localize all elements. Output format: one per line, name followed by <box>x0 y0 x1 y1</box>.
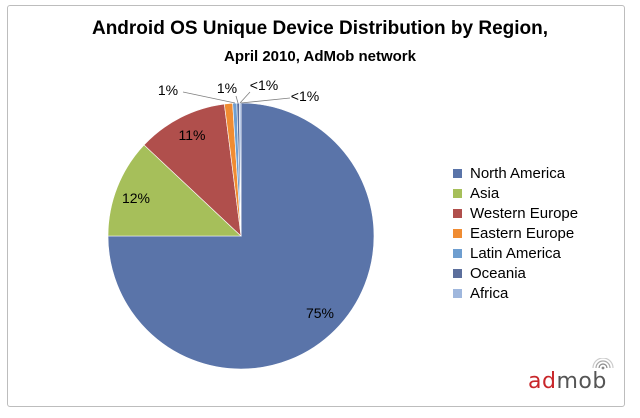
leader-line <box>235 95 239 104</box>
signal-waves-icon <box>592 358 614 370</box>
pie-slice-western-europe <box>143 103 242 237</box>
legend-swatch <box>453 188 462 198</box>
leader-line <box>240 97 291 104</box>
legend-item: Eastern Europe <box>453 223 578 243</box>
legend-item: Asia <box>453 183 578 203</box>
chart-subtitle: April 2010, AdMob network <box>224 48 416 65</box>
legend-item: Western Europe <box>453 203 578 223</box>
legend-item: Latin America <box>453 243 578 263</box>
legend-label: Asia <box>470 184 500 202</box>
legend-item: Oceania <box>453 263 578 283</box>
data-label: 1% <box>158 82 178 98</box>
legend-swatch <box>453 208 462 218</box>
chart-legend: North America Asia Western Europe Eastern E… <box>453 163 578 303</box>
data-label: <1% <box>250 77 278 93</box>
legend-swatch <box>453 248 462 258</box>
legend-swatch <box>453 288 462 298</box>
leader-line <box>239 91 251 104</box>
legend-label: Western Europe <box>470 204 579 222</box>
legend-swatch <box>453 168 462 178</box>
legend-swatch <box>453 268 462 278</box>
logo-mob-text: mob <box>556 369 607 394</box>
admob-logo: admob <box>528 369 607 394</box>
legend-label: North America <box>470 164 566 182</box>
data-label: 12% <box>122 190 150 206</box>
legend-swatch <box>453 228 462 238</box>
logo-ad-text: ad <box>528 369 557 394</box>
legend-label: Oceania <box>470 264 526 282</box>
legend-item: Africa <box>453 283 578 303</box>
legend-label: Latin America <box>470 244 561 262</box>
leader-line <box>182 91 236 104</box>
legend-item: North America <box>453 163 578 183</box>
chart-title: Android OS Unique Device Distribution by… <box>91 18 549 39</box>
data-label: 1% <box>217 80 237 96</box>
data-label: 75% <box>306 305 334 321</box>
data-label: 11% <box>179 127 206 143</box>
legend-label: Africa <box>470 284 509 302</box>
pie-slice-asia <box>107 144 242 237</box>
legend-label: Eastern Europe <box>470 224 575 242</box>
data-label: <1% <box>291 88 319 104</box>
